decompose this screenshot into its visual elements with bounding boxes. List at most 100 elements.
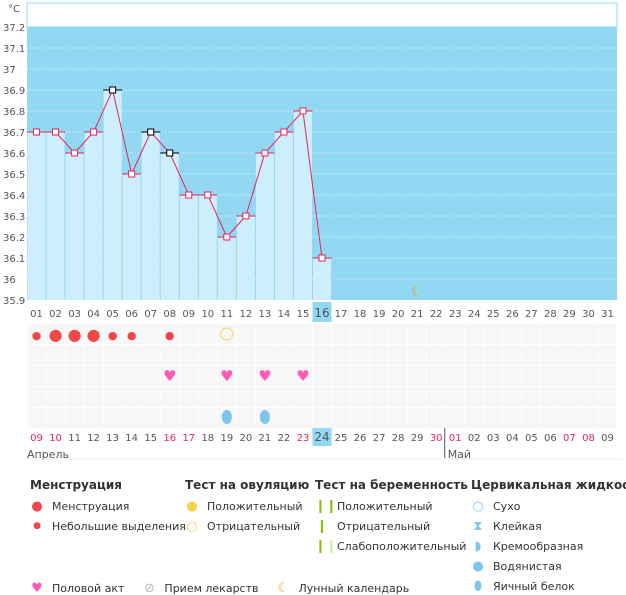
- y-tick-label: 36.7: [3, 128, 25, 139]
- calendar-date-label: 05: [525, 433, 538, 444]
- event-cell: [541, 345, 560, 365]
- y-tick-label: 36.4: [3, 191, 25, 202]
- event-cell: [408, 387, 427, 407]
- temperature-bar: [179, 195, 198, 300]
- event-cell: [255, 345, 274, 365]
- temperature-chart: °C 37.2 37.1 37 36.9 36.8 36.7 36.6 36.5 36.4 36.3…: [3, 2, 622, 461]
- event-cell: [46, 408, 65, 428]
- legend-title: Менструация: [30, 478, 122, 492]
- calendar-date-label: 15: [144, 433, 157, 444]
- event-cell: [370, 366, 389, 386]
- calendar-date-label: 06: [544, 433, 557, 444]
- legend-label: Положительный: [337, 499, 433, 513]
- event-cell: [274, 408, 293, 428]
- temperature-point: [52, 128, 60, 136]
- legend-label: Водянистая: [493, 559, 562, 573]
- watery-icon: ●: [472, 558, 484, 574]
- y-tick-label: 37.2: [3, 23, 25, 34]
- event-cell: [522, 324, 541, 344]
- menstruation-drop-icon: ●: [165, 329, 175, 342]
- temperature-point: [33, 128, 41, 136]
- small-drop-icon: ●: [33, 521, 41, 531]
- calendar-date-label: 25: [335, 433, 348, 444]
- cycle-day-label: 30: [582, 309, 595, 320]
- event-cell: [160, 387, 179, 407]
- calendar-date-label: 29: [411, 433, 424, 444]
- event-cell: [484, 345, 503, 365]
- cycle-day-label: 22: [430, 309, 443, 320]
- menstruation-drop-icon: ●: [127, 329, 137, 342]
- event-cell: [465, 345, 484, 365]
- y-tick-label: 36.2: [3, 233, 25, 244]
- y-tick-label: 36.6: [3, 149, 25, 160]
- event-cell: [312, 387, 332, 407]
- event-cell: [255, 366, 274, 386]
- calendar-date-label: 18: [201, 433, 214, 444]
- event-cell: [236, 345, 255, 365]
- event-cell: [255, 324, 274, 344]
- cycle-day-label: 15: [297, 309, 310, 320]
- event-cell: [541, 324, 560, 344]
- event-cell: [103, 345, 122, 365]
- calendar-date-label: 27: [373, 433, 386, 444]
- calendar-date-label: 16: [163, 433, 176, 444]
- temperature-bar: [236, 216, 255, 300]
- y-tick-label: 35.9: [3, 296, 25, 307]
- calendar-date-label: 22: [278, 433, 291, 444]
- egg-white-icon: [221, 410, 232, 424]
- event-cell: [541, 387, 560, 407]
- temperature-point: [299, 107, 307, 115]
- calendar-date-label: 11: [68, 433, 81, 444]
- event-cell: [27, 324, 46, 344]
- event-cell: [27, 345, 46, 365]
- event-cell: [236, 387, 255, 407]
- temperature-bar: [141, 132, 160, 300]
- cycle-day-label: 23: [449, 309, 462, 320]
- event-cell: [484, 366, 503, 386]
- event-cell: [198, 324, 217, 344]
- event-cell: [351, 324, 370, 344]
- event-cell: [370, 387, 389, 407]
- heart-icon: ♥: [258, 367, 271, 385]
- menstruation-drop-icon: ●: [49, 325, 63, 344]
- event-cell: [217, 387, 236, 407]
- temperature-bar: [27, 132, 46, 300]
- y-tick-label: 37: [3, 65, 16, 76]
- cycle-day-label: 17: [335, 309, 348, 320]
- calendar-date-label: 14: [125, 433, 138, 444]
- event-cell: [522, 366, 541, 386]
- temperature-bar: [293, 111, 312, 300]
- calendar-date-label: 30: [430, 433, 443, 444]
- event-cell: [103, 408, 122, 428]
- event-cell: [141, 324, 160, 344]
- event-cell: [579, 366, 598, 386]
- temperature-line: [36, 88, 323, 259]
- event-cell: [408, 408, 427, 428]
- event-cell: [122, 408, 141, 428]
- event-cell: [46, 345, 65, 365]
- cycle-day-label: 02: [49, 309, 62, 320]
- month-label: Май: [448, 448, 471, 461]
- event-cell: [427, 324, 446, 344]
- y-tick-label: 36.5: [3, 170, 25, 181]
- legend-label: Кремообразная: [493, 539, 584, 553]
- two-lines-icon: ❙❙: [315, 498, 337, 514]
- event-cell: [522, 345, 541, 365]
- event-cell: [46, 366, 65, 386]
- menstruation-drop-icon: ●: [32, 329, 42, 342]
- temperature-bar: [255, 153, 274, 300]
- event-cell: [465, 324, 484, 344]
- temperature-bar: [103, 90, 122, 300]
- cycle-day-label: 28: [544, 309, 557, 320]
- month-label: Апрель: [27, 448, 69, 461]
- calendar-date-label: 01: [449, 433, 462, 444]
- calendar-date-label: 24: [314, 430, 329, 444]
- creamy-icon: ◗: [474, 538, 482, 554]
- calendar-date-label: 03: [487, 433, 500, 444]
- event-cell: [351, 408, 370, 428]
- legend-title: Тест на беременность: [315, 478, 468, 492]
- event-cell: [46, 324, 65, 344]
- event-cell: [293, 324, 312, 344]
- event-cell: [198, 345, 217, 365]
